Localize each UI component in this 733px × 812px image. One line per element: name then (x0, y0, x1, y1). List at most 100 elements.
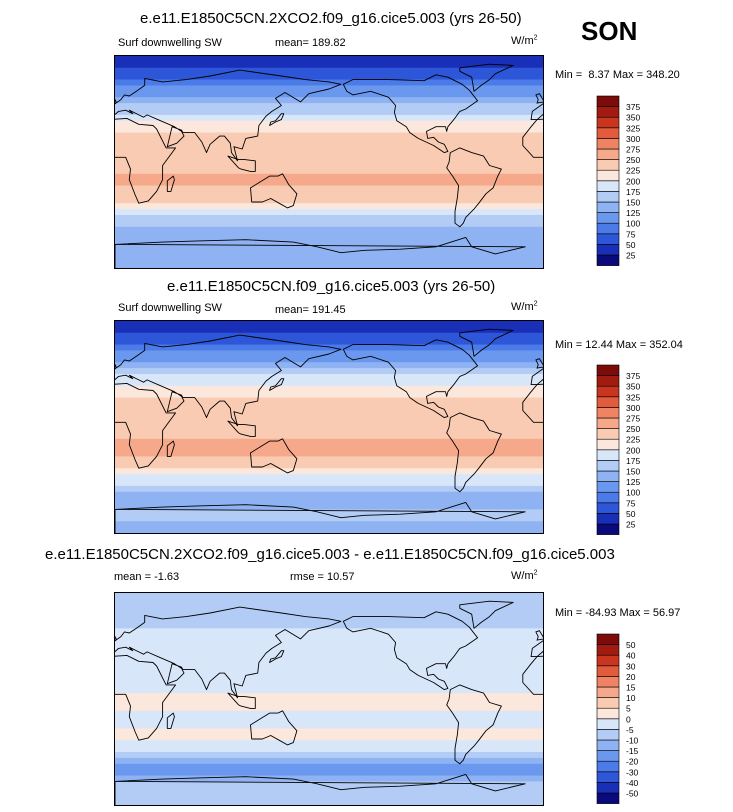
colorbar-2-box (596, 428, 620, 440)
coastline-uk-wrap (535, 358, 543, 369)
colorbar-2-box (596, 481, 620, 493)
panel-1-title: e.e11.E1850C5CN.2XCO2.f09_g16.cice5.003 … (140, 10, 522, 27)
map-1-band--15 (115, 179, 543, 187)
coastline-antarctica (115, 773, 526, 805)
colorbar-3-tick-label: -30 (626, 767, 639, 777)
coastline-south-america (446, 684, 502, 765)
colorbar-1-tick-label: 275 (626, 145, 640, 155)
panel-1-minmax: Min = 8.37 Max = 348.20 (555, 69, 680, 81)
coastline-europe-asia (115, 69, 342, 162)
colorbar-3-tick-label: -10 (626, 736, 639, 746)
colorbar-2-box (596, 407, 620, 419)
colorbar-2-box (596, 417, 620, 429)
map-2-band--25 (115, 456, 543, 463)
colorbar-2-tick-label: 25 (626, 520, 636, 530)
coastline-antarctica (115, 501, 526, 533)
coastline-greenland (459, 600, 514, 629)
colorbar-1-box (596, 127, 620, 139)
map-3-band-35 (115, 657, 543, 665)
map-1-band-25 (115, 132, 543, 139)
colorbar-3-box (596, 686, 620, 698)
map-2-band--10 (115, 438, 543, 446)
colorbar-2-tick-label: 175 (626, 456, 640, 466)
colorbar-3-box (596, 760, 620, 773)
coastline-africa (115, 654, 177, 741)
map-1-band-80 (115, 67, 543, 75)
map-2-band--35 (115, 468, 543, 475)
coastline-greenland (459, 63, 514, 92)
map-3-band-90 (115, 593, 543, 600)
colorbar-3-box (596, 718, 620, 730)
map-2-band--75 (115, 515, 543, 522)
map-3-band--15 (115, 716, 543, 724)
colorbar-1-box (596, 148, 620, 160)
map-3-band-70 (115, 616, 543, 623)
colorbar-2-tick-label: 300 (626, 403, 640, 413)
map-3-band-55 (115, 634, 543, 641)
map-1-band-50 (115, 103, 543, 110)
panel-3-units: W/m2 (511, 569, 538, 582)
colorbar-1-tick-label: 100 (626, 219, 640, 229)
coastline-north-america (342, 339, 479, 419)
colorbar-1-box (596, 169, 620, 182)
map-2-band--85 (115, 527, 543, 533)
colorbar-1-box (596, 106, 620, 118)
map-3-band-20 (115, 675, 543, 682)
panel-3-title: e.e11.E1850C5CN.2XCO2.f09_g16.cice5.003 … (45, 546, 615, 563)
colorbar-2-box (596, 375, 620, 387)
colorbar-2-box (596, 449, 620, 461)
coastline-antarctica (115, 236, 526, 268)
panel-2-mean: mean= 191.45 (275, 304, 346, 316)
map-2-band--50 (115, 485, 543, 493)
colorbar-2-tick-label: 50 (626, 509, 636, 519)
colorbar-1-tick-label: 125 (626, 208, 640, 218)
map-3-band--30 (115, 734, 543, 741)
map-3-band--45 (115, 752, 543, 759)
colorbar-2-box (596, 385, 620, 398)
map-1-band--60 (115, 232, 543, 240)
panel-2-title: e.e11.E1850C5CN.f09_g16.cice5.003 (yrs 2… (167, 278, 496, 295)
map-2-band--15 (115, 444, 543, 452)
coastline-indonesia (227, 155, 256, 172)
map-1-band-70 (115, 79, 543, 86)
colorbar-3-box (596, 633, 620, 645)
map-2-band-55 (115, 362, 543, 369)
map-2-band--5 (115, 432, 543, 440)
panel-1-variable: Surf downwelling SW (118, 37, 222, 49)
map-3-band--10 (115, 710, 543, 718)
panel-1-units: W/m2 (511, 34, 538, 47)
colorbar-3-tick-label: 50 (626, 640, 636, 650)
map-3-band--80 (115, 793, 543, 800)
colorbar-3-box (596, 739, 620, 751)
map-2-band-35 (115, 385, 543, 393)
map-1-band--45 (115, 215, 543, 222)
colorbar-3-box (596, 729, 620, 741)
colorbar-2-box (596, 523, 620, 535)
coastline-africa (115, 382, 177, 469)
colorbar-1-tick-label: 375 (626, 102, 640, 112)
map-2-band--65 (115, 503, 543, 510)
map-3-band-50 (115, 640, 543, 647)
colorbar-1-box (596, 222, 620, 235)
map-3-band-30 (115, 663, 543, 671)
map-2-band--45 (115, 480, 543, 487)
colorbar-3-box (596, 750, 620, 762)
colorbar-3-tick-label: 0 (626, 714, 631, 724)
colorbar-1-box (596, 138, 620, 150)
colorbar-1-box (596, 95, 620, 107)
map-3-band-75 (115, 610, 543, 618)
coastline-north-america (342, 74, 479, 154)
coastline-uk (115, 635, 117, 640)
colorbar-1-tick-label: 350 (626, 113, 640, 123)
colorbar-3-tick-label: 5 (626, 704, 631, 714)
coastline-madagascar (166, 440, 175, 457)
map-2-band--55 (115, 491, 543, 499)
map-1-band-30 (115, 126, 543, 134)
coastline-australia (250, 173, 298, 209)
map-3-band--35 (115, 740, 543, 747)
coastline-europe-asia (115, 606, 342, 699)
map-3-band--85 (115, 799, 543, 805)
colorbar-3-tick-label: -5 (626, 725, 634, 735)
map-3-band-25 (115, 669, 543, 676)
